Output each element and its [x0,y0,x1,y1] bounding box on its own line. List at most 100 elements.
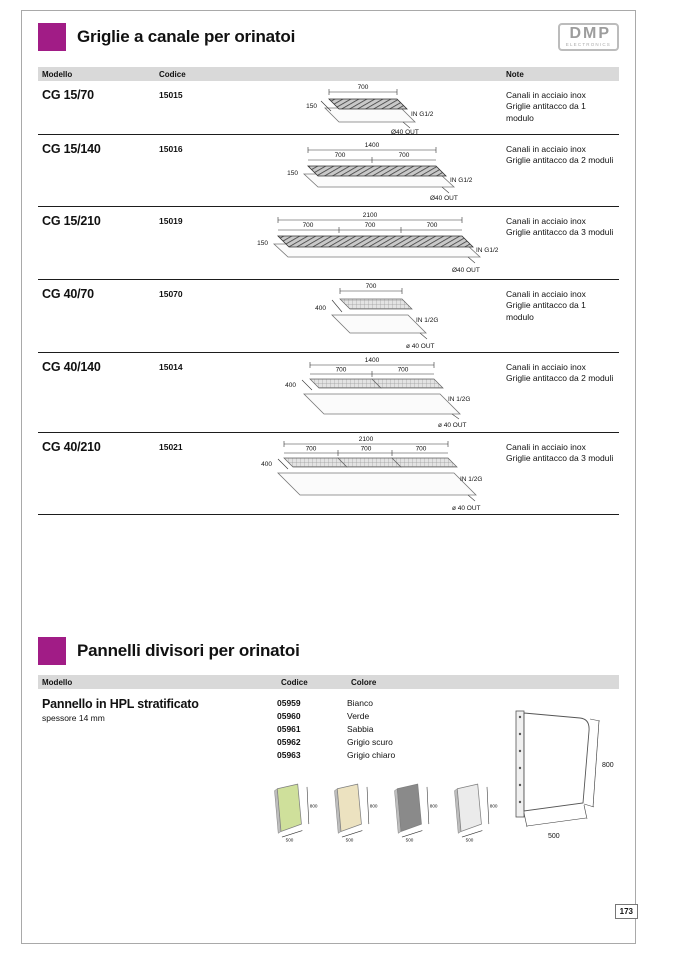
dmp-logo-subtext: ELECTRONICS [565,41,611,47]
dim-side: 150 [306,103,317,110]
table-row: CG 40/140 15014 1400 700 700 400 [38,353,619,433]
dim-total: 1400 [364,142,379,149]
technical-diagram: 700 150 IN G1/2 Ø40 OUT [237,81,502,135]
dim-height: 800 [490,803,498,808]
product-block: Pannello in HPL stratificato spessore 14… [42,697,199,723]
product-code: 15021 [159,442,183,452]
model-name: CG 15/140 [42,142,101,156]
dim-segment: 700 [398,152,409,159]
section-pannelli: Pannelli divisori per orinatoi Modello C… [38,637,619,907]
section-header: Griglie a canale per orinatoi DMP ELECTR… [38,22,619,52]
dim-total: 1400 [364,357,379,364]
product-notes: Canali in acciaio inox Griglie antitacco… [502,81,619,134]
variant-color: Grigio chiaro [347,750,396,760]
note-line: Griglie antitacco da 2 moduli [506,373,614,384]
product-name: Pannello in HPL stratificato [42,697,199,711]
diagram-cg-15-140: 1400 700 700 150 IN G1/2 Ø40 OUT [287,142,473,202]
model-name: CG 40/70 [42,287,94,301]
dmp-logo: DMP ELECTRONICS [557,22,619,52]
dim-total: 700 [357,84,368,91]
note-line: Griglie antitacco da 1 modulo [506,101,586,123]
product-code: 15014 [159,362,183,372]
product-notes: Canali in acciaio inox Griglie antitacco… [502,280,619,352]
channel-tray [302,393,461,414]
model-name: CG 40/210 [42,440,101,454]
panel-swatch-sabbia: 800 500 [334,783,378,843]
dim-segment: 700 [426,222,437,229]
dim-height: 800 [602,762,614,769]
note-line: Canali in acciaio inox [506,289,586,299]
table-row: CG 15/70 15015 700 150 IN G1/2 Ø40 OUT [38,81,619,135]
panel-swatch-verde: 800 500 [274,783,318,843]
dim-side: 150 [287,170,298,177]
variant-code: 05963 [277,750,301,760]
dim-segment: 700 [305,445,316,452]
diagram-cg-40-140: 1400 700 700 400 IN 1/2G ø 40 OUT [285,357,470,429]
dim-segment: 700 [335,366,346,373]
technical-diagram: 2100 700 700 700 400 IN 1/2G ø 40 OUT [237,433,502,514]
section-griglie: Griglie a canale per orinatoi DMP ELECTR… [38,22,619,515]
model-name: CG 15/70 [42,88,94,102]
outlet-label: ø 40 OUT [452,505,481,512]
dim-side: 400 [285,382,296,389]
grille-surface [308,378,382,388]
variant-color: Sabbia [347,724,374,734]
inlet-label: IN 1/2G [448,396,470,403]
diagram-cg-15-210: 2100 700 700 700 150 IN G1/2 Ø40 OUT [257,212,499,274]
dim-segment: 700 [415,445,426,452]
section-accent-square [38,23,66,51]
dim-segment: 700 [360,445,371,452]
channel-tray [276,472,477,495]
product-notes: Canali in acciaio inox Griglie antitacco… [502,433,619,514]
variant-codes: 05959 05960 05961 05962 05963 [277,697,301,762]
outlet-label: ø 40 OUT [438,422,467,429]
variant-code: 05961 [277,724,301,734]
dim-width: 500 [466,838,474,843]
section-title: Pannelli divisori per orinatoi [77,641,300,660]
dim-side: 400 [261,461,272,468]
technical-diagram: 2100 700 700 700 150 IN G1/2 Ø40 OUT [237,207,502,279]
dim-total: 2100 [358,436,373,443]
variant-color: Grigio scuro [347,737,393,747]
dim-height: 800 [310,803,318,808]
col-header-modello: Modello [42,677,73,687]
section-title: Griglie a canale per orinatoi [77,27,296,46]
inlet-label: IN G1/2 [411,111,434,118]
product-notes: Canali in acciaio inox Griglie antitacco… [502,207,619,279]
grille-surface [327,98,408,109]
col-header-note: Note [506,69,524,79]
col-header-modello: Modello [42,69,73,79]
product-code: 15019 [159,216,183,226]
note-line: Canali in acciaio inox [506,216,586,226]
dim-total: 2100 [362,212,377,219]
outlet-label: Ø40 OUT [430,195,458,202]
dim-height: 800 [370,803,378,808]
note-line: Griglie antitacco da 1 modulo [506,300,586,322]
model-name: CG 15/210 [42,214,101,228]
panel-technical-drawing: 800 500 [515,710,614,840]
product-code: 15015 [159,90,183,100]
variant-color: Bianco [347,698,373,708]
note-line: Griglie antitacco da 3 moduli [506,227,614,238]
panel-swatch-grigio-scuro: 800 500 [394,783,438,843]
note-line: Canali in acciaio inox [506,362,586,372]
section-accent-square [38,637,66,665]
inlet-label: IN G1/2 [450,177,473,184]
outlet-label: ø 40 OUT [406,343,435,350]
channel-tray [330,314,427,334]
grille-surface [276,235,474,248]
grille-surface [282,457,348,467]
variant-colors: Bianco Verde Sabbia Grigio scuro Grigio … [347,697,395,762]
note-line: Griglie antitacco da 3 moduli [506,453,614,464]
product-subtitle: spessore 14 mm [42,713,105,723]
table-row: CG 40/70 15070 700 400 IN 1/2G ø 40 OUT [38,280,619,353]
grille-surface [336,457,402,467]
page-frame: Griglie a canale per orinatoi DMP ELECTR… [21,10,638,944]
note-line: Canali in acciaio inox [506,90,586,100]
dmp-logo-text: DMP [569,24,611,42]
technical-diagram: 1400 700 700 400 IN 1/2G ø 40 OUT [237,353,502,432]
grille-surface [390,457,458,467]
technical-diagram: 1400 700 700 150 IN G1/2 Ø40 OUT [237,135,502,206]
dim-segment: 700 [334,152,345,159]
outlet-label: Ø40 OUT [391,129,419,135]
